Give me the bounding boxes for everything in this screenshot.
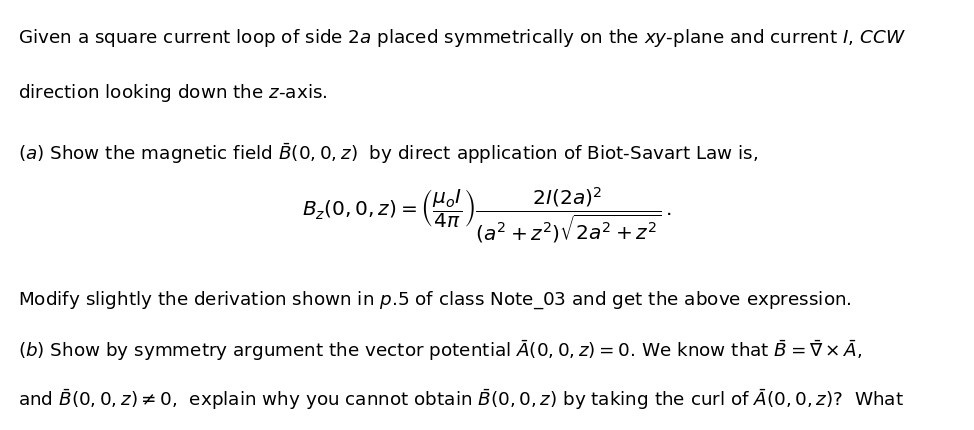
Text: Modify slightly the derivation shown in $p$.5 of class Note_03 and get the above: Modify slightly the derivation shown in …	[18, 290, 851, 311]
Text: $B_z(0,0,z)=\left(\dfrac{\mu_o I}{4\pi}\right)\dfrac{2I(2a)^2}{(a^2+z^2)\sqrt{2a: $B_z(0,0,z)=\left(\dfrac{\mu_o I}{4\pi}\…	[302, 185, 672, 245]
Text: $(a)$ Show the magnetic field $\bar{B}(0,0,z)$  by direct application of Biot-Sa: $(a)$ Show the magnetic field $\bar{B}(0…	[18, 141, 758, 166]
Text: $(b)$ Show by symmetry argument the vector potential $\bar{A}(0,0,z)=0$. We know: $(b)$ Show by symmetry argument the vect…	[18, 339, 862, 363]
Text: and $\bar{B}(0,0,z)\neq 0$,  explain why you cannot obtain $\bar{B}(0,0,z)$ by t: and $\bar{B}(0,0,z)\neq 0$, explain why …	[18, 387, 904, 412]
Text: direction looking down the $z$-axis.: direction looking down the $z$-axis.	[18, 82, 327, 104]
Text: Given a square current loop of side $2a$ placed symmetrically on the $xy$-plane : Given a square current loop of side $2a$…	[18, 27, 906, 49]
